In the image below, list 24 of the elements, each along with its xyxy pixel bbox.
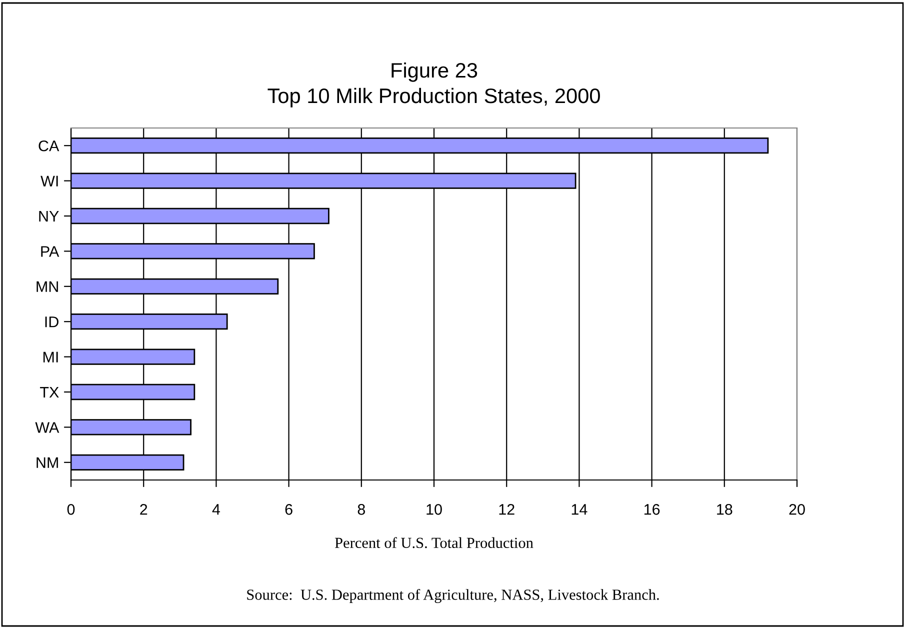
y-tick-label: NM bbox=[36, 457, 58, 468]
y-tick-label: CA bbox=[38, 140, 60, 152]
source-note: Source: U.S. Department of Agriculture, NASS, Livestock Branch. bbox=[247, 588, 659, 604]
chart-title: Figure 23 Top 10 Milk Production States, 2000 bbox=[268, 62, 600, 108]
x-tick-label: 18 bbox=[717, 504, 732, 515]
y-tick-label: MI bbox=[43, 352, 58, 362]
y-tick-label: PA bbox=[41, 246, 60, 257]
x-tick-label: 14 bbox=[572, 504, 588, 515]
y-tick-label: WA bbox=[35, 422, 60, 433]
x-tick-label: 16 bbox=[644, 504, 660, 515]
y-tick-label: TX bbox=[40, 387, 59, 398]
x-tick-label: 20 bbox=[789, 504, 805, 515]
x-tick-label: 6 bbox=[285, 504, 292, 515]
x-tick-label: 10 bbox=[426, 504, 442, 515]
y-tick-label: MN bbox=[36, 281, 58, 292]
y-tick-label: ID bbox=[45, 316, 58, 328]
x-tick-label: 0 bbox=[67, 504, 75, 515]
x-tick-label: 2 bbox=[140, 504, 148, 515]
x-tick-label: 12 bbox=[499, 504, 514, 515]
y-tick-label: WI bbox=[40, 176, 58, 186]
x-axis-title: Percent of U.S. Total Production bbox=[334, 537, 534, 548]
x-tick-label: 8 bbox=[358, 504, 365, 515]
y-tick-label: NY bbox=[39, 211, 59, 222]
x-tick-label: 4 bbox=[212, 504, 220, 515]
